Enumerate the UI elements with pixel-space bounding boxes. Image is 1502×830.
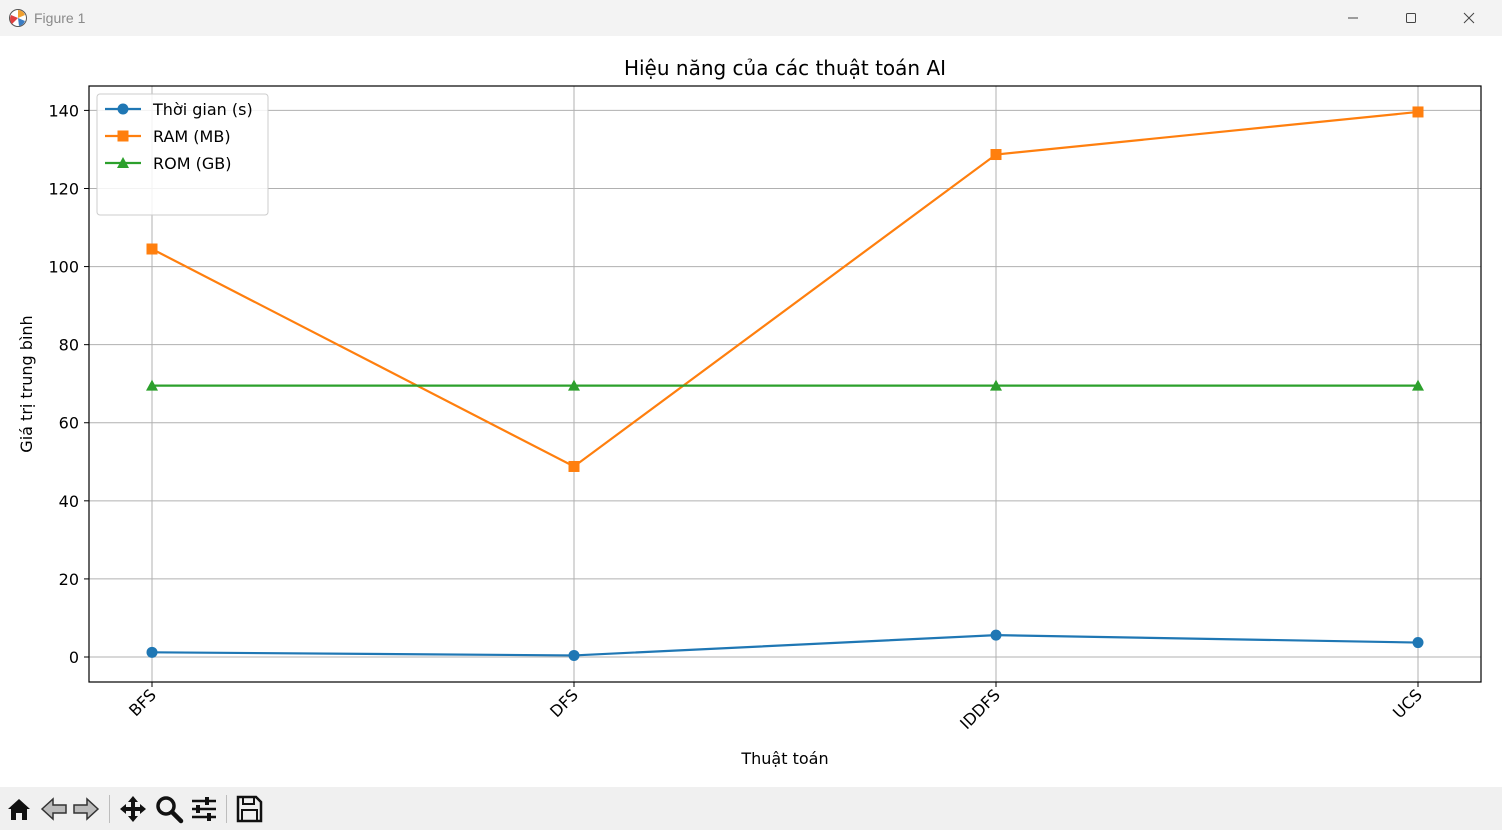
forward-icon [73,797,100,821]
data-point [568,649,580,661]
data-point [146,243,158,255]
y-tick-label: 60 [59,414,79,433]
data-point [1412,379,1424,391]
line-chart: Hiệu năng của các thuật toán AI 0 20 40 60 8… [17,56,1482,768]
save-icon [236,795,263,823]
configure-subplots-button[interactable] [188,793,220,825]
data-point [990,149,1002,161]
legend-label: ROM (GB) [153,154,231,173]
close-button[interactable] [1440,0,1498,36]
y-tick-label: 20 [59,570,79,589]
save-button[interactable] [233,793,265,825]
pan-icon [120,796,146,822]
matplotlib-icon [9,9,27,27]
series-line [151,110,1419,468]
data-point [1412,637,1424,649]
y-tick-label: 0 [69,648,79,667]
back-icon [40,797,67,821]
forward-button[interactable] [70,793,102,825]
legend-label: RAM (MB) [153,127,231,146]
toolbar-separator [109,795,110,823]
chart-title: Hiệu năng của các thuật toán AI [624,56,946,80]
data-point [990,379,1002,391]
y-tick-label: 40 [59,492,79,511]
y-tick-label: 80 [59,336,79,355]
legend-marker [117,103,129,115]
series-line [151,634,1419,657]
data-point [990,629,1002,641]
legend-marker [117,157,129,168]
x-tick-label: IDDFS [956,685,1004,733]
home-icon [8,799,30,820]
y-axis-label: Giá trị trung bình [17,315,36,452]
back-button[interactable] [38,793,70,825]
minimize-button[interactable] [1324,0,1382,36]
pan-button[interactable] [117,793,149,825]
data-point [1412,106,1424,118]
toolbar-separator [226,795,227,823]
maximize-button[interactable] [1382,0,1440,36]
x-tick-label: BFS [125,685,160,720]
window-titlebar: Figure 1 [0,0,1502,36]
plot-frame [88,85,1482,683]
data-point [146,379,158,391]
x-axis-label: Thuật toán [740,749,828,768]
window-title: Figure 1 [34,10,86,26]
configure-subplots-icon [192,797,216,821]
zoom-icon [156,796,184,824]
legend-box [96,93,269,216]
zoom-button[interactable] [153,793,185,825]
close-icon [1463,12,1475,24]
y-tick-label: 120 [48,179,79,198]
legend: Thời gian (s) RAM (MB) ROM (GB) [96,93,269,216]
home-button[interactable] [3,793,35,825]
data-point [568,460,580,472]
data-point [146,646,158,658]
x-tick-label: UCS [1389,685,1426,722]
x-tick-label: DFS [546,685,582,721]
maximize-icon [1406,13,1416,23]
legend-label: Thời gian (s) [152,100,253,119]
navigation-toolbar [0,787,1502,830]
minimize-icon [1348,17,1358,19]
y-tick-label: 100 [48,258,79,277]
data-point [568,379,580,391]
figure-canvas: Hiệu năng của các thuật toán AI 0 20 40 60 8… [0,36,1502,787]
y-tick-label: 140 [48,101,79,120]
legend-marker [117,130,129,142]
